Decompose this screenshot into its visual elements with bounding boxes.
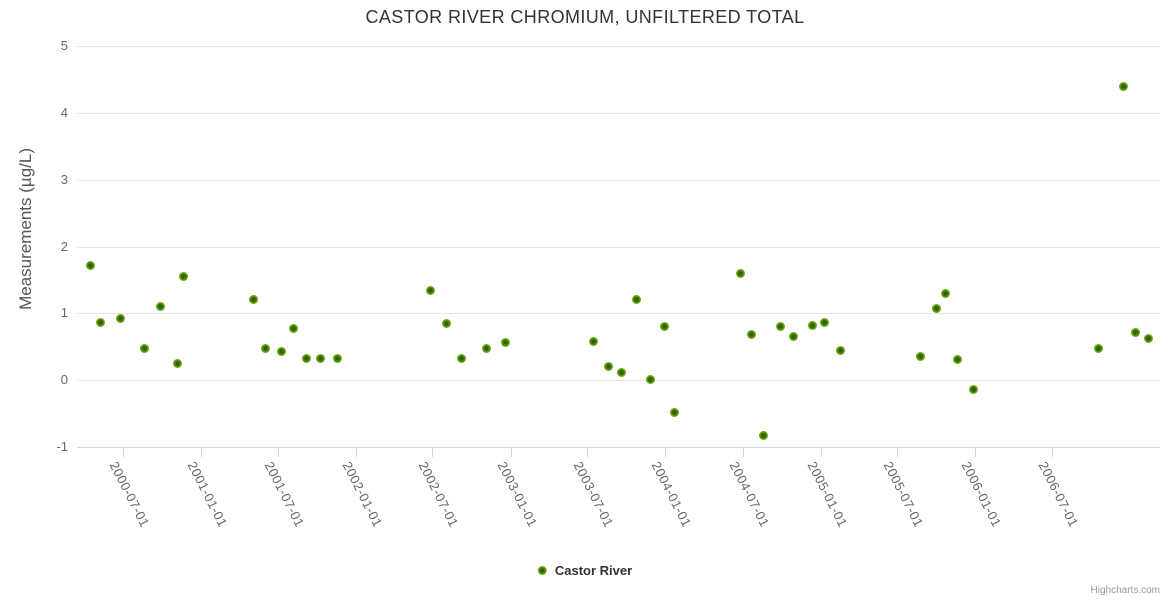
x-axis-label: 2000-07-01 <box>106 459 153 530</box>
data-point[interactable] <box>617 367 627 377</box>
x-axis-label: 2003-07-01 <box>570 459 617 530</box>
data-point[interactable] <box>836 345 846 355</box>
data-point[interactable] <box>969 385 979 395</box>
x-axis-tick <box>975 447 977 457</box>
data-point[interactable] <box>819 317 829 327</box>
x-axis-label: 2003-01-01 <box>494 459 540 530</box>
x-axis-line <box>77 447 1160 448</box>
data-point[interactable] <box>442 318 452 328</box>
data-point[interactable] <box>645 374 655 384</box>
x-axis-label: 2004-07-01 <box>726 459 773 530</box>
y-gridline <box>77 380 1160 382</box>
y-axis-label: 3 <box>60 171 68 187</box>
data-point[interactable] <box>1093 344 1103 354</box>
y-axis-label: 1 <box>60 305 68 321</box>
data-point[interactable] <box>457 354 467 364</box>
y-gridline <box>77 246 1160 248</box>
data-point[interactable] <box>807 320 817 330</box>
y-axis-label: -1 <box>56 439 68 454</box>
x-axis-tick <box>510 447 512 457</box>
data-point[interactable] <box>156 302 166 312</box>
data-point[interactable] <box>172 358 182 368</box>
data-point[interactable] <box>953 354 963 364</box>
data-point[interactable] <box>302 353 312 363</box>
legend-item-castor-river[interactable]: Castor River <box>537 563 633 578</box>
data-point[interactable] <box>261 343 271 353</box>
data-point[interactable] <box>482 344 492 354</box>
x-axis-tick <box>1052 447 1054 457</box>
x-axis-tick <box>587 447 589 457</box>
x-axis-tick <box>200 447 202 457</box>
data-point[interactable] <box>249 295 259 305</box>
x-axis-tick <box>432 447 434 457</box>
x-axis-tick <box>820 447 822 457</box>
y-gridline <box>77 46 1160 47</box>
x-axis-label: 2001-01-01 <box>184 459 231 530</box>
highcharts-credits-link[interactable]: Highcharts.com <box>1090 585 1160 596</box>
chart-title: CASTOR RIVER CHROMIUM, UNFILTERED TOTAL <box>365 7 805 27</box>
x-axis-tick <box>122 447 124 457</box>
data-point[interactable] <box>1131 327 1141 337</box>
y-gridline <box>77 112 1160 114</box>
data-point[interactable] <box>670 408 680 418</box>
x-axis-tick <box>742 447 744 457</box>
y-axis-label: 4 <box>60 104 68 120</box>
x-axis-label: 2006-01-01 <box>959 459 1005 530</box>
data-point[interactable] <box>788 331 798 341</box>
data-point[interactable] <box>501 338 511 348</box>
data-point[interactable] <box>735 268 745 278</box>
data-point[interactable] <box>426 286 436 296</box>
data-point[interactable] <box>316 353 326 363</box>
x-axis-label: 2002-07-01 <box>416 459 462 530</box>
x-axis-tick <box>355 447 357 457</box>
data-point[interactable] <box>289 324 299 334</box>
y-axis-label: 0 <box>60 372 68 388</box>
data-point[interactable] <box>1144 333 1154 343</box>
data-point[interactable] <box>604 362 614 372</box>
data-point[interactable] <box>277 346 287 356</box>
x-axis-tick <box>897 447 899 457</box>
x-axis-label: 2006-07-01 <box>1035 459 1082 530</box>
x-axis-label: 2001-07-01 <box>261 459 308 530</box>
y-axis-label: 5 <box>60 38 68 53</box>
data-point[interactable] <box>776 321 786 331</box>
data-point[interactable] <box>932 304 942 314</box>
data-point[interactable] <box>116 313 126 323</box>
x-axis-label: 2002-01-01 <box>339 459 386 530</box>
x-axis-tick <box>277 447 279 457</box>
data-point[interactable] <box>747 330 757 340</box>
data-point[interactable] <box>139 344 149 354</box>
data-point[interactable] <box>941 288 951 298</box>
data-point[interactable] <box>660 322 670 332</box>
data-point[interactable] <box>86 260 96 270</box>
y-gridline <box>77 313 1160 315</box>
data-point[interactable] <box>333 353 343 363</box>
x-axis-label: 2005-01-01 <box>804 459 851 530</box>
data-point[interactable] <box>178 272 188 282</box>
legend-label: Castor River <box>554 563 633 578</box>
data-point[interactable] <box>759 431 769 441</box>
data-point[interactable] <box>916 351 926 361</box>
x-axis-label: 2005-07-01 <box>881 459 927 530</box>
data-point[interactable] <box>589 336 599 346</box>
x-axis-tick <box>665 447 667 457</box>
data-point[interactable] <box>632 294 642 304</box>
data-point[interactable] <box>1119 81 1129 91</box>
x-axis-label: 2004-01-01 <box>648 459 695 530</box>
y-gridline <box>77 179 1160 181</box>
legend-marker-icon <box>537 566 547 575</box>
y-axis-label: 2 <box>60 238 68 254</box>
data-point[interactable] <box>96 317 106 327</box>
